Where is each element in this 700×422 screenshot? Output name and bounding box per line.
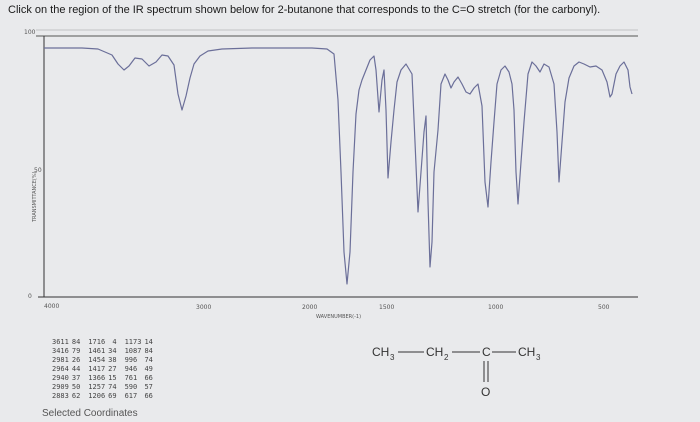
peak-table-row: 2909 50 1257 74 590 57 bbox=[52, 383, 161, 392]
x-tick-3000: 3000 bbox=[196, 304, 211, 311]
peak-intensity-cell: 74 bbox=[108, 383, 117, 391]
peak-intensity-cell: 66 bbox=[144, 392, 153, 400]
peak-intensity-cell: 44 bbox=[71, 365, 81, 373]
peak-wavenumber-cell: 996 bbox=[124, 356, 138, 364]
x-tick-1500: 1500 bbox=[379, 304, 394, 311]
peak-table-row: 2940 37 1366 15 761 66 bbox=[52, 374, 161, 383]
peak-wavenumber-cell: 1173 bbox=[124, 338, 142, 346]
2-butanone-structure: CH 3 CH 2 C CH 3 O bbox=[366, 336, 638, 408]
peak-intensity-cell: 57 bbox=[144, 383, 153, 391]
peak-wavenumber-cell: 2940 bbox=[52, 374, 69, 382]
y-tick-50: 50 bbox=[34, 167, 42, 174]
peak-intensity-cell: 66 bbox=[144, 374, 153, 382]
peak-wavenumber-cell: 1461 bbox=[88, 347, 106, 355]
question-prompt: Click on the region of the IR spectrum s… bbox=[8, 4, 601, 16]
y-tick-100: 100 bbox=[24, 29, 36, 36]
peak-intensity-cell: 27 bbox=[108, 365, 117, 373]
peak-intensity-cell: 4 bbox=[112, 338, 117, 346]
peak-wavenumber-cell: 1417 bbox=[88, 365, 106, 373]
x-axis-title: WAVENUMBER(-1) bbox=[316, 314, 361, 320]
peak-wavenumber-cell: 2909 bbox=[52, 383, 69, 391]
peak-intensity-cell: 84 bbox=[144, 347, 153, 355]
peak-table-row: 2981 26 1454 38 996 74 bbox=[52, 356, 161, 365]
ch3-left-label: CH bbox=[372, 345, 389, 359]
ir-spectrum-chart[interactable]: 100 50 0 TRANSMITTANCE(%) 4000 3000 2000… bbox=[22, 22, 638, 322]
peak-intensity-cell: 37 bbox=[71, 374, 81, 382]
peak-table-row: 2964 44 1417 27 946 49 bbox=[52, 365, 161, 374]
peak-intensity-cell: 69 bbox=[108, 392, 117, 400]
peak-intensity-cell: 15 bbox=[108, 374, 117, 382]
spectrum-trace[interactable] bbox=[44, 47, 633, 285]
y-tick-0: 0 bbox=[28, 293, 32, 300]
x-tick-1000: 1000 bbox=[488, 304, 503, 311]
x-tick-2000: 2000 bbox=[302, 304, 317, 311]
peak-wavenumber-cell: 1716 bbox=[88, 338, 106, 346]
ch2-label: CH bbox=[426, 345, 443, 359]
peak-wavenumber-cell: 946 bbox=[124, 365, 138, 373]
ch3-right-subscript: 3 bbox=[536, 353, 541, 362]
peak-intensity-cell: 50 bbox=[71, 383, 81, 391]
peak-intensity-cell: 62 bbox=[71, 392, 81, 400]
peak-wavenumber-cell: 3416 bbox=[52, 347, 69, 355]
peak-wavenumber-cell: 1366 bbox=[88, 374, 106, 382]
oxygen-label: O bbox=[481, 385, 490, 399]
peak-intensity-cell: 84 bbox=[71, 338, 81, 346]
x-tick-4000: 4000 bbox=[44, 303, 59, 310]
peak-wavenumber-cell: 2883 bbox=[52, 392, 69, 400]
peak-table-row: 3611 84 1716 4 1173 14 bbox=[52, 338, 161, 347]
peak-wavenumber-cell: 1206 bbox=[88, 392, 106, 400]
peak-wavenumber-cell: 1454 bbox=[88, 356, 106, 364]
peak-intensity-cell: 79 bbox=[71, 347, 81, 355]
x-tick-500: 500 bbox=[598, 304, 610, 311]
peak-wavenumber-cell: 2964 bbox=[52, 365, 69, 373]
peak-intensity-cell: 49 bbox=[144, 365, 153, 373]
peak-table-row: 2883 62 1206 69 617 66 bbox=[52, 392, 161, 401]
peak-intensity-cell: 74 bbox=[144, 356, 153, 364]
peak-intensity-cell: 14 bbox=[144, 338, 153, 346]
peak-wavenumber-cell: 2981 bbox=[52, 356, 69, 364]
peak-intensity-cell: 38 bbox=[108, 356, 117, 364]
carbonyl-carbon-label: C bbox=[482, 345, 491, 359]
ch3-left-subscript: 3 bbox=[390, 353, 395, 362]
peak-table-row: 3416 79 1461 34 1087 84 bbox=[52, 347, 161, 356]
y-axis-title: TRANSMITTANCE(%) bbox=[32, 171, 38, 223]
ch3-right-label: CH bbox=[518, 345, 535, 359]
peak-table: 3611 84 1716 4 1173 14 3416 79 1461 34 1087 84 2981 2… bbox=[52, 338, 161, 401]
peak-wavenumber-cell: 617 bbox=[124, 392, 138, 400]
peak-wavenumber-cell: 3611 bbox=[52, 338, 69, 346]
peak-wavenumber-cell: 590 bbox=[124, 383, 138, 391]
peak-intensity-cell: 26 bbox=[71, 356, 81, 364]
peak-intensity-cell: 34 bbox=[108, 347, 117, 355]
ch2-subscript: 2 bbox=[444, 353, 449, 362]
peak-wavenumber-cell: 1257 bbox=[88, 383, 106, 391]
peak-wavenumber-cell: 1087 bbox=[124, 347, 142, 355]
selected-coordinates-label: Selected Coordinates bbox=[42, 408, 138, 419]
peak-wavenumber-cell: 761 bbox=[124, 374, 138, 382]
ir-spectrum-panel[interactable]: 100 50 0 TRANSMITTANCE(%) 4000 3000 2000… bbox=[22, 22, 638, 322]
